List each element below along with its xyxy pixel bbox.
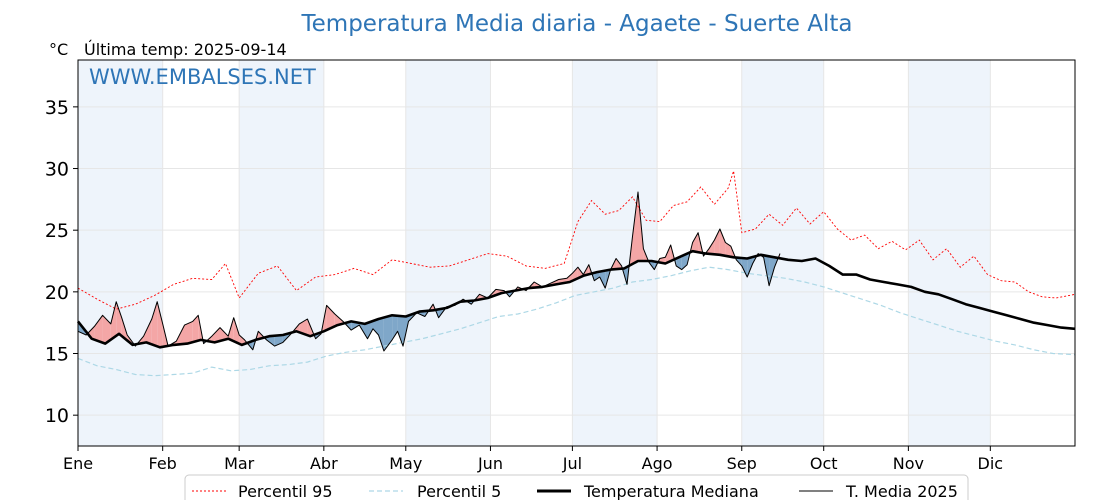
- x-tick-label-Mar: Mar: [224, 454, 255, 473]
- x-axis-ticks: Ene Feb Mar Abr May Jun Jul Ago Sep Oct Nov Dic: [63, 446, 1003, 473]
- fill-above-123: [692, 232, 699, 253]
- x-tick-label-May: May: [389, 454, 422, 473]
- series-media-2025: [77, 191, 781, 352]
- fill-above-131: [725, 242, 731, 257]
- fill-above-20: [184, 321, 193, 344]
- month-bands: [78, 60, 991, 446]
- fill-above-129: [714, 229, 720, 255]
- month-band-2: [405, 60, 491, 446]
- fill-below-38: [274, 335, 283, 347]
- series-lines: [76, 170, 1076, 377]
- fill-above-2: [87, 326, 95, 340]
- unit-label: °C: [49, 40, 68, 59]
- legend-label-p95: Percentil 95: [238, 482, 333, 500]
- series-percentil-5: [77, 266, 1076, 377]
- y-tick-label-20: 20: [45, 282, 69, 304]
- legend-label-p5: Percentil 5: [417, 482, 501, 500]
- fill-below-142: [769, 256, 775, 286]
- fill-below-54: [367, 321, 373, 339]
- grid-lines: [77, 60, 1075, 446]
- x-tick-label-Dic: Dic: [978, 454, 1004, 473]
- x-tick-label-Ene: Ene: [63, 454, 93, 473]
- x-tick-label-Jun: Jun: [477, 454, 503, 473]
- fill-above-6: [116, 301, 122, 336]
- fill-below-135: [741, 258, 748, 277]
- fill-below-56: [378, 317, 384, 351]
- fill-above-108: [632, 192, 638, 264]
- y-tick-label-15: 15: [45, 344, 69, 366]
- fill-above-13: [151, 301, 158, 347]
- y-tick-label-10: 10: [45, 405, 69, 427]
- fill-below-37: [266, 335, 275, 347]
- chart-title: Temperatura Media diaria - Agaete - Suer…: [301, 11, 853, 37]
- month-band-5: [908, 60, 991, 446]
- month-band-0: [78, 60, 163, 446]
- month-band-1: [239, 60, 324, 446]
- fill-above-130: [719, 229, 726, 256]
- x-tick-label-Feb: Feb: [149, 454, 177, 473]
- fill-above-30: [239, 335, 245, 344]
- legend: Percentil 95 Percentil 5 Temperatura Med…: [184, 474, 969, 500]
- watermark: WWW.EMBALSES.NET: [89, 65, 316, 89]
- fill-below-59: [397, 315, 403, 347]
- y-tick-label-35: 35: [45, 97, 69, 119]
- x-tick-label-Ago: Ago: [642, 454, 673, 473]
- x-tick-label-Sep: Sep: [727, 454, 757, 473]
- y-axis-ticks: 10 15 20 25 30 35: [45, 97, 78, 427]
- last-temp-label: Última temp: 2025-09-14: [84, 40, 287, 59]
- legend-label-current: T. Media 2025: [845, 482, 958, 500]
- x-tick-label-Jul: Jul: [562, 454, 582, 473]
- y-tick-label-30: 30: [45, 159, 69, 181]
- fill-above-21: [192, 315, 199, 343]
- fill-above-93: [572, 267, 578, 281]
- x-tick-label-Abr: Abr: [310, 454, 338, 473]
- fill-above-26: [211, 327, 220, 342]
- x-tick-label-Nov: Nov: [893, 454, 924, 473]
- legend-label-median: Temperatura Mediana: [583, 482, 759, 500]
- fill-above-14: [157, 301, 163, 347]
- y-tick-label-25: 25: [45, 220, 69, 242]
- plot-frame: [77, 59, 1076, 447]
- fill-above-27: [220, 327, 229, 341]
- fill-above-29: [233, 317, 240, 344]
- fill-below-99: [599, 270, 606, 289]
- x-tick-label-Oct: Oct: [810, 454, 838, 473]
- month-band-4: [741, 60, 824, 446]
- fill-above-12: [143, 319, 152, 345]
- legend-box: [184, 474, 969, 500]
- fill-above-128: [709, 240, 715, 255]
- series-percentil-95: [77, 170, 1076, 310]
- fill-above-5: [110, 301, 117, 340]
- fill-above-48: [326, 305, 335, 331]
- series-mediana: [76, 249, 1076, 349]
- fill-above-116: [665, 245, 671, 264]
- fill-below-55: [373, 319, 379, 335]
- fill-below-58: [392, 315, 398, 340]
- fill-below-136: [747, 257, 753, 277]
- fill-above-3: [94, 315, 103, 343]
- fill-below-98: [594, 271, 600, 281]
